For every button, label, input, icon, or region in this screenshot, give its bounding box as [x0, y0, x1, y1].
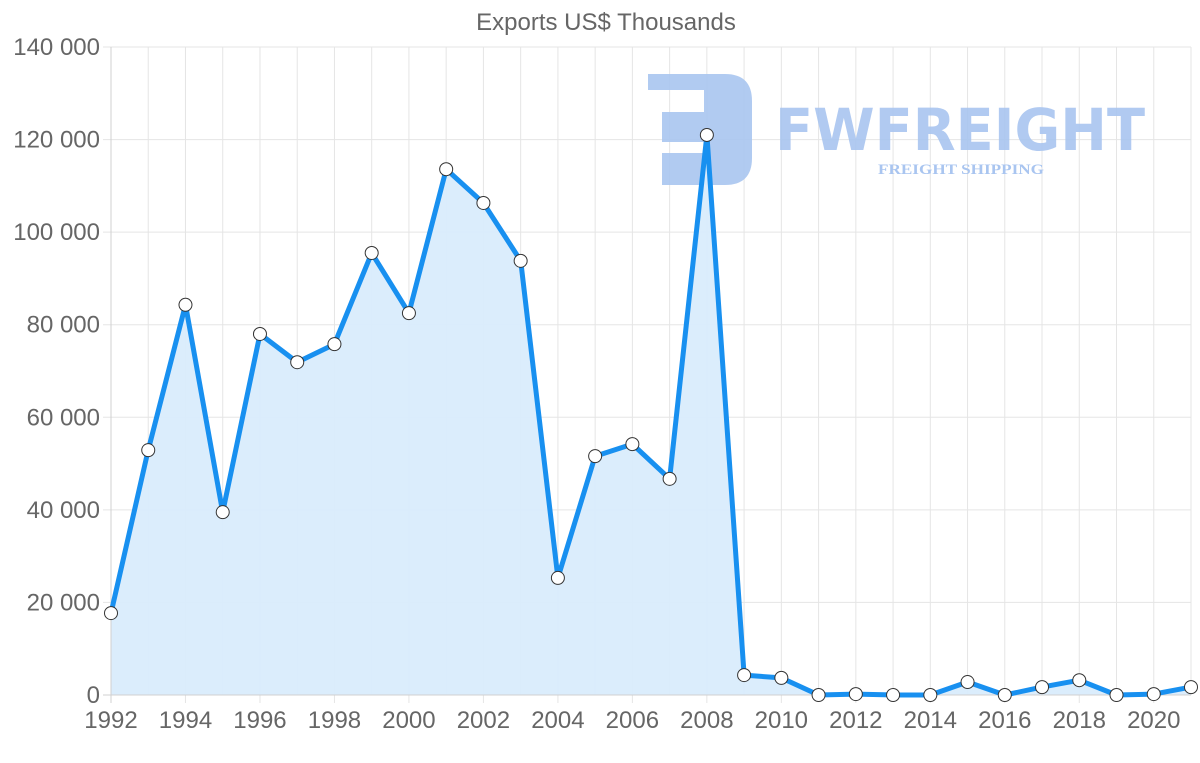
data-point-marker[interactable]	[550, 570, 565, 585]
data-point-marker[interactable]	[1035, 680, 1050, 695]
x-tick-label: 1996	[233, 707, 286, 734]
data-point-marker[interactable]	[662, 471, 677, 486]
data-point-marker[interactable]	[923, 688, 938, 702]
data-point-marker[interactable]	[1109, 688, 1124, 702]
data-points	[104, 127, 1198, 702]
data-point-marker[interactable]	[215, 505, 230, 520]
data-point-marker[interactable]	[588, 449, 603, 464]
x-tick-label: 2014	[904, 707, 957, 734]
data-point-marker[interactable]	[1146, 687, 1161, 702]
y-tick-label: 80 000	[27, 312, 100, 339]
x-tick-label: 2018	[1053, 707, 1106, 734]
x-tick-label: 2020	[1127, 707, 1180, 734]
data-point-marker[interactable]	[513, 253, 528, 268]
data-point-marker[interactable]	[997, 688, 1012, 702]
data-point-marker[interactable]	[401, 306, 416, 321]
watermark-brand: FWFREIGHT	[775, 96, 1145, 164]
data-point-marker[interactable]	[699, 127, 714, 142]
watermark-tagline: FREIGHT SHIPPING	[878, 162, 1044, 178]
x-tick-label: 2008	[680, 707, 733, 734]
x-tick-label: 1998	[308, 707, 361, 734]
y-axis-ticks: 0 20 000 40 000 60 000 80 000 100 000 120 000 1…	[13, 34, 100, 709]
data-point-marker[interactable]	[364, 245, 379, 260]
data-point-marker[interactable]	[252, 326, 267, 341]
data-point-marker[interactable]	[476, 195, 491, 210]
x-tick-label: 2012	[829, 707, 882, 734]
data-point-marker[interactable]	[104, 606, 118, 621]
x-tick-label: 2000	[382, 707, 435, 734]
area-fill	[111, 134, 1191, 695]
data-point-marker[interactable]	[1072, 673, 1087, 688]
data-point-marker[interactable]	[141, 443, 156, 458]
data-point-marker[interactable]	[290, 355, 305, 370]
y-tick-label: 100 000	[13, 219, 100, 246]
x-tick-label: 2004	[531, 707, 584, 734]
series-area	[111, 134, 1191, 695]
data-point-marker[interactable]	[886, 688, 901, 702]
data-point-marker[interactable]	[439, 162, 454, 177]
x-tick-label: 1994	[159, 707, 212, 734]
y-tick-label: 0	[87, 682, 100, 709]
y-tick-label: 140 000	[13, 34, 100, 61]
fw-logo-icon	[648, 74, 752, 185]
x-axis-ticks: 1992 1994 1996 1998 2000 2002 2004 2006 2008 2010…	[84, 707, 1180, 734]
data-point-marker[interactable]	[1184, 680, 1198, 695]
data-point-marker[interactable]	[625, 437, 640, 452]
x-tick-label: 1992	[84, 707, 137, 734]
data-point-marker[interactable]	[811, 688, 826, 702]
x-tick-label: 2016	[978, 707, 1031, 734]
data-point-marker[interactable]	[178, 297, 193, 312]
x-tick-label: 2010	[755, 707, 808, 734]
x-tick-label: 2002	[457, 707, 510, 734]
data-point-marker[interactable]	[737, 668, 752, 683]
x-tick-label: 2006	[606, 707, 659, 734]
data-point-marker[interactable]	[774, 670, 789, 685]
data-point-marker[interactable]	[960, 675, 975, 690]
data-point-marker[interactable]	[848, 687, 863, 702]
y-tick-label: 20 000	[27, 589, 100, 616]
watermark-logo: FWFREIGHT FREIGHT SHIPPING	[648, 74, 1145, 185]
y-tick-label: 40 000	[27, 497, 100, 524]
data-point-marker[interactable]	[327, 337, 342, 352]
chart-title: Exports US$ Thousands	[476, 9, 736, 36]
y-tick-label: 60 000	[27, 404, 100, 431]
y-tick-label: 120 000	[13, 127, 100, 154]
